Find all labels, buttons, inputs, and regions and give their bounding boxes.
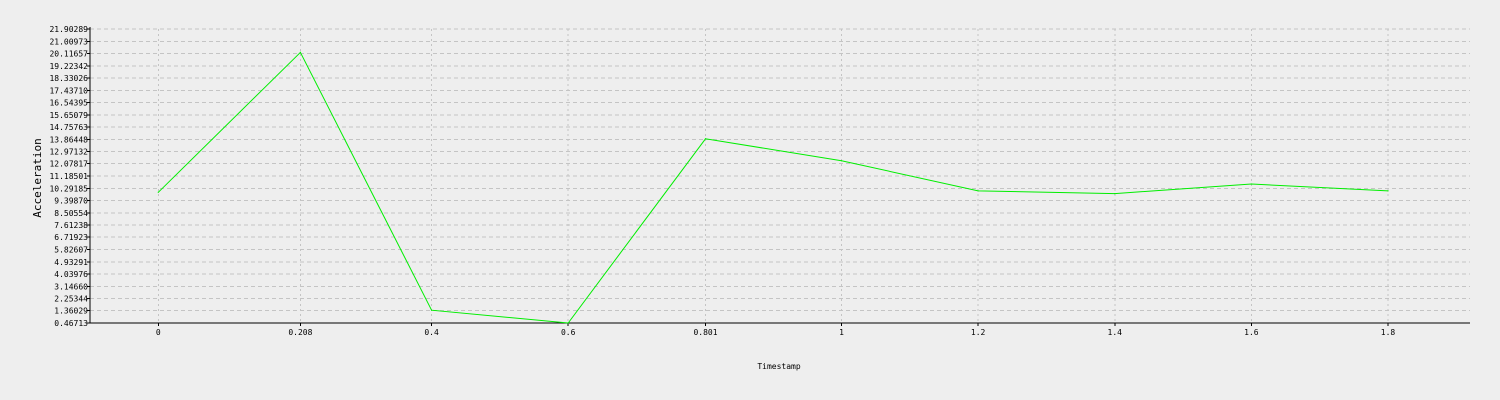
- y-tick-label: 12.97132: [49, 148, 88, 157]
- y-tick-label: 5.82607: [54, 246, 88, 255]
- data-point: [840, 160, 843, 162]
- y-tick-label: 2.25344: [54, 295, 88, 304]
- y-tick-label: 18.33026: [49, 74, 88, 83]
- data-point: [704, 138, 707, 140]
- x-tick-label: 0: [156, 328, 161, 337]
- x-tick-label: 1.8: [1381, 328, 1396, 337]
- x-tick-label: 1: [839, 328, 844, 337]
- grid: [90, 28, 1470, 323]
- x-tick-label: 0.801: [693, 328, 717, 337]
- y-tick-label: 4.03976: [54, 270, 88, 279]
- y-tick-label: 12.07817: [49, 160, 88, 169]
- x-tick-label: 0.208: [288, 328, 312, 337]
- tick-labels: 0.46713 1.36029 2.25344 3.14660 4.03976 4.932…: [49, 25, 1395, 337]
- x-tick-label: 1.2: [971, 328, 986, 337]
- axes: [87, 27, 1470, 326]
- x-axis-title: Timestamp: [757, 362, 801, 371]
- y-tick-label: 16.54395: [49, 99, 88, 108]
- y-tick-label: 13.86448: [49, 135, 88, 144]
- data-point: [430, 309, 433, 311]
- y-tick-label: 21.90289: [49, 25, 88, 34]
- y-tick-label: 1.36029: [54, 307, 88, 316]
- x-tick-label: 1.6: [1244, 328, 1259, 337]
- series-layer: [157, 51, 1389, 324]
- y-tick-label: 8.50554: [54, 209, 88, 218]
- y-tick-label: 15.65079: [49, 111, 88, 120]
- data-point: [1250, 183, 1252, 185]
- data-point: [1114, 193, 1116, 195]
- y-tick-label: 6.71923: [54, 233, 88, 242]
- data-point: [157, 191, 159, 193]
- y-axis-title: Acceleration: [31, 138, 44, 217]
- y-tick-label: 14.75763: [49, 123, 88, 132]
- x-tick-label: 0.4: [424, 328, 439, 337]
- y-tick-label: 20.11657: [49, 50, 88, 59]
- y-tick-label: 11.18501: [49, 172, 88, 181]
- y-tick-label: 3.14660: [54, 282, 88, 291]
- data-point: [977, 190, 979, 192]
- x-tick-label: 1.4: [1108, 328, 1123, 337]
- data-point: [299, 51, 302, 53]
- y-tick-label: 17.43710: [49, 86, 88, 95]
- y-tick-label: 19.22342: [49, 62, 88, 71]
- x-tick-label: 0.6: [561, 328, 576, 337]
- y-tick-label: 4.93291: [54, 258, 88, 267]
- series-line: [157, 51, 1389, 324]
- data-point: [567, 322, 569, 324]
- data-point: [1387, 190, 1389, 192]
- y-tick-label: 10.29185: [49, 184, 88, 193]
- y-tick-label: 7.61238: [54, 221, 88, 230]
- y-tick-label: 9.39870: [54, 196, 88, 205]
- y-tick-label: 21.00973: [49, 37, 88, 46]
- y-tick-label: 0.46713: [54, 319, 88, 328]
